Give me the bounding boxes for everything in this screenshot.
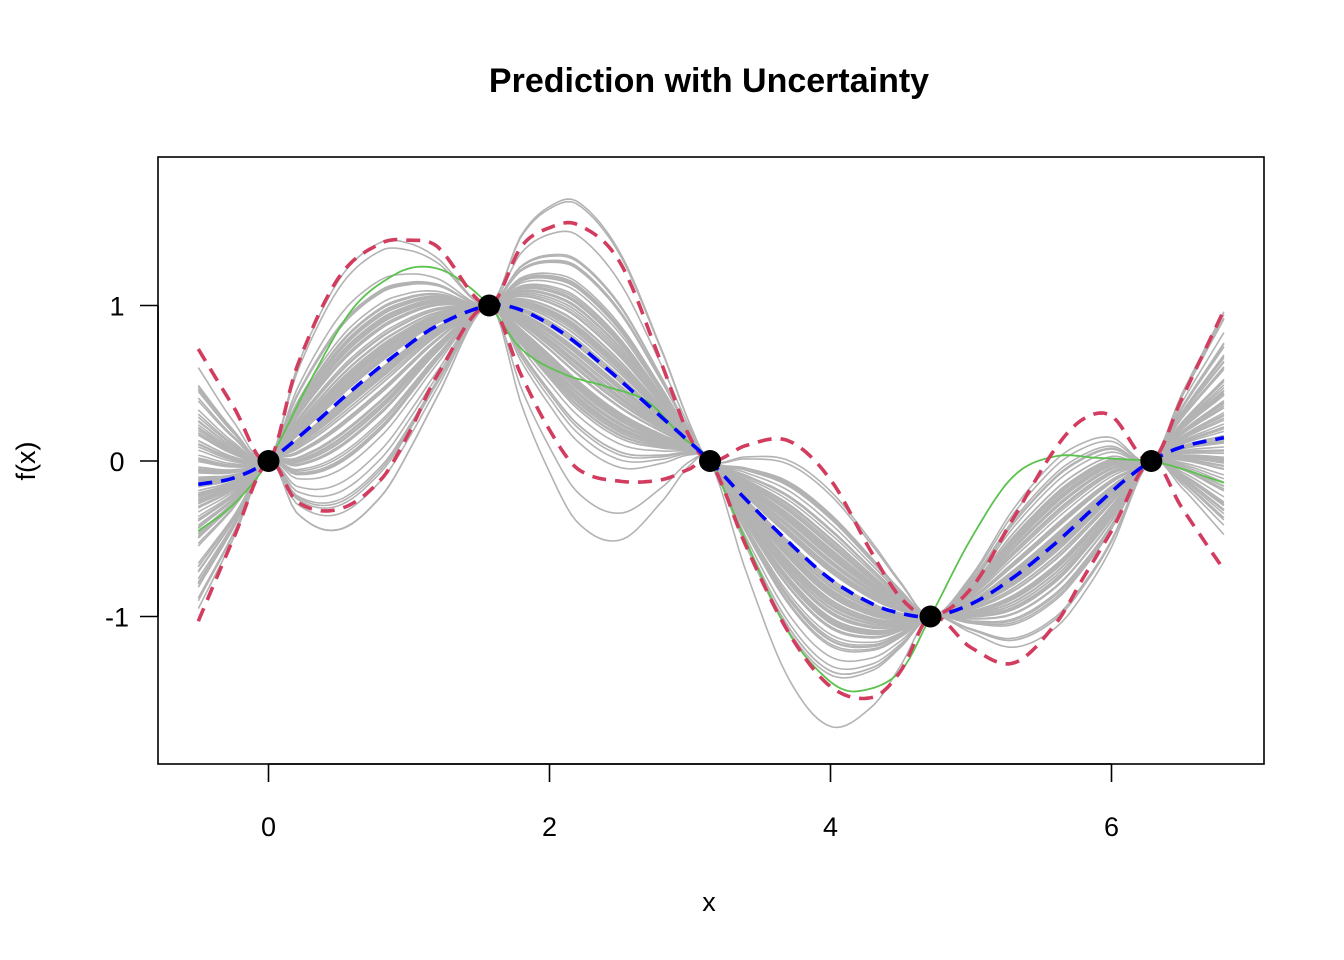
x-axis: 0 2 4 6 <box>261 763 1119 842</box>
observed-point <box>1140 450 1163 472</box>
x-axis-label: x <box>702 887 716 917</box>
y-tick-label: -1 <box>105 603 129 633</box>
chart-title: Prediction with Uncertainty <box>489 62 929 100</box>
y-axis: -1 0 1 <box>105 292 159 633</box>
y-axis-label: f(x) <box>11 442 41 481</box>
sample-path <box>197 304 1225 642</box>
y-tick-label: 0 <box>109 447 124 477</box>
sample-path <box>198 304 1225 644</box>
x-tick-label: 6 <box>1104 812 1119 842</box>
x-tick-label: 0 <box>261 812 276 842</box>
x-tick-label: 2 <box>542 812 557 842</box>
observed-points <box>257 294 1163 628</box>
observed-point <box>478 294 501 317</box>
observed-point <box>919 605 942 628</box>
observed-point <box>257 450 280 472</box>
bound-line <box>196 220 1226 619</box>
x-tick-label: 4 <box>823 812 838 842</box>
observed-point <box>699 450 721 472</box>
y-tick-label: 1 <box>109 292 124 322</box>
